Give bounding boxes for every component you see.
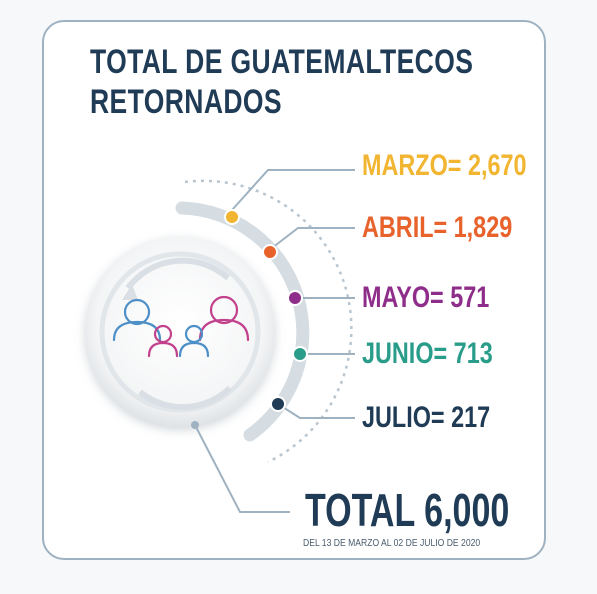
infographic-title: TOTAL DE GUATEMALTECOS RETORNADOS <box>90 42 474 122</box>
mayo-value: 571 <box>450 281 490 314</box>
label-marzo: MARZO= 2,670 <box>362 149 527 182</box>
mayo-name: MAYO <box>362 281 431 314</box>
mayo-dot <box>287 290 303 306</box>
label-julio: JULIO= 217 <box>362 401 491 434</box>
marzo-value: 2,670 <box>467 149 527 182</box>
dotted-outer-arc <box>184 179 353 464</box>
period-caption: DEL 13 DE MARZO AL 02 DE JULIO DE 2020 <box>303 538 481 549</box>
total-label: TOTAL 6,000 <box>305 484 510 536</box>
total-dot <box>191 421 199 429</box>
julio-value: 217 <box>451 401 491 434</box>
abril-dot <box>262 244 278 260</box>
label-abril: ABRIL= 1,829 <box>362 211 513 244</box>
marzo-dot <box>224 209 240 225</box>
abril-value: 1,829 <box>453 211 513 244</box>
marzo-name: MARZO <box>362 149 448 182</box>
junio-dot <box>292 346 308 362</box>
connector-lines <box>194 169 355 513</box>
junio-value: 713 <box>453 337 493 370</box>
circular-arrow-icon <box>125 257 231 290</box>
abril-name: ABRIL <box>362 211 434 244</box>
label-mayo: MAYO= 571 <box>362 281 490 314</box>
title-line-1: TOTAL DE GUATEMALTECOS <box>90 43 474 81</box>
julio-dot <box>270 396 286 412</box>
family-group-icon <box>112 295 250 358</box>
julio-name: JULIO <box>362 401 431 434</box>
junio-name: JUNIO <box>362 337 434 370</box>
title-line-2: RETORNADOS <box>90 83 283 121</box>
label-junio: JUNIO= 713 <box>362 337 493 370</box>
